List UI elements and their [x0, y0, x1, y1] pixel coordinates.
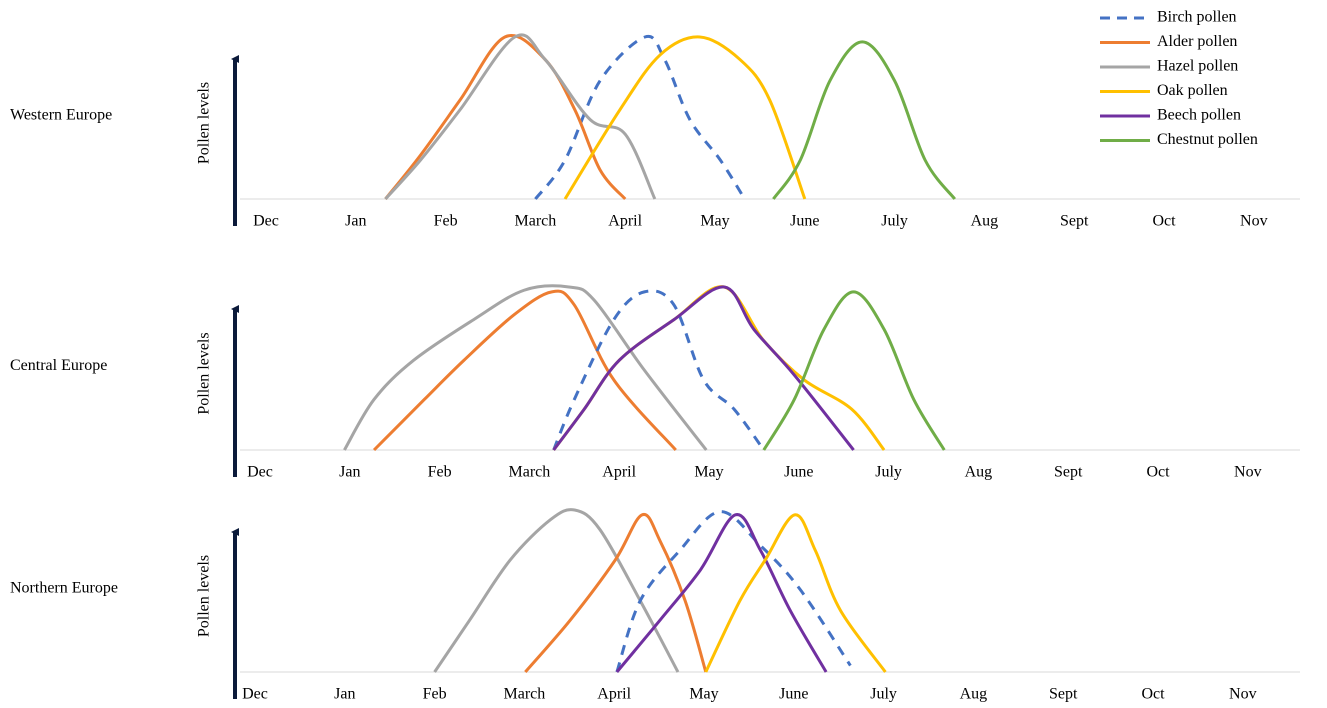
- x-tick-label: Feb: [428, 464, 452, 481]
- series-line: [772, 40, 956, 200]
- x-tick-label: Sept: [1049, 686, 1078, 703]
- x-tick-label: April: [608, 213, 642, 230]
- x-tick-label: April: [597, 686, 631, 703]
- series-line: [563, 35, 807, 200]
- series-line: [524, 512, 708, 673]
- x-tick-label: May: [694, 464, 723, 481]
- x-tick-label: Feb: [423, 686, 447, 703]
- x-tick-label: April: [602, 464, 636, 481]
- x-tick-label: Sept: [1060, 213, 1089, 230]
- series-line: [552, 289, 765, 451]
- x-tick-label: June: [790, 213, 819, 230]
- x-tick-label: March: [509, 464, 551, 481]
- x-tick-label: Feb: [434, 213, 458, 230]
- x-tick-label: March: [515, 213, 557, 230]
- y-axis-label: Pollen levels: [196, 555, 213, 637]
- x-tick-label: June: [779, 686, 808, 703]
- y-axis-label: Pollen levels: [196, 82, 213, 164]
- x-tick-label: July: [875, 464, 902, 481]
- x-tick-label: Jan: [339, 464, 360, 481]
- series-line: [372, 289, 677, 452]
- series-line: [384, 34, 627, 201]
- legend-label: Beech pollen: [1157, 107, 1241, 124]
- x-tick-label: Sept: [1054, 464, 1083, 481]
- x-tick-label: May: [700, 213, 729, 230]
- series-line: [343, 284, 708, 451]
- x-tick-label: July: [870, 686, 897, 703]
- x-tick-label: July: [881, 213, 908, 230]
- x-tick-label: Jan: [334, 686, 355, 703]
- x-tick-label: Oct: [1141, 686, 1165, 703]
- legend-label: Chestnut pollen: [1157, 131, 1258, 148]
- x-tick-label: Nov: [1229, 686, 1257, 703]
- legend-label: Birch pollen: [1157, 9, 1237, 26]
- series-line: [704, 513, 887, 673]
- x-tick-label: Nov: [1234, 464, 1262, 481]
- x-tick-label: Dec: [242, 686, 268, 703]
- series-line: [384, 33, 657, 201]
- legend-label: Alder pollen: [1157, 33, 1237, 50]
- x-tick-label: Aug: [960, 686, 988, 703]
- x-tick-label: Dec: [247, 464, 273, 481]
- x-tick-label: Oct: [1152, 213, 1176, 230]
- legend-label: Hazel pollen: [1157, 58, 1238, 75]
- series-line: [615, 513, 828, 673]
- x-tick-label: Dec: [253, 213, 279, 230]
- x-tick-label: Aug: [965, 464, 993, 481]
- series-line: [433, 508, 680, 673]
- series-line: [534, 34, 746, 200]
- x-tick-label: Nov: [1240, 213, 1268, 230]
- x-tick-label: Oct: [1146, 464, 1170, 481]
- x-tick-label: March: [504, 686, 546, 703]
- y-axis-label: Pollen levels: [196, 332, 213, 414]
- row-label: Central Europe: [10, 357, 107, 374]
- legend-label: Oak pollen: [1157, 82, 1228, 99]
- series-line: [552, 285, 855, 451]
- series-line: [762, 290, 946, 451]
- row-label: Northern Europe: [10, 580, 118, 597]
- series-line: [615, 510, 852, 673]
- x-tick-label: Jan: [345, 213, 366, 230]
- row-label: Western Europe: [10, 107, 112, 124]
- x-tick-label: June: [784, 464, 813, 481]
- x-tick-label: Aug: [971, 213, 999, 230]
- x-tick-label: May: [689, 686, 718, 703]
